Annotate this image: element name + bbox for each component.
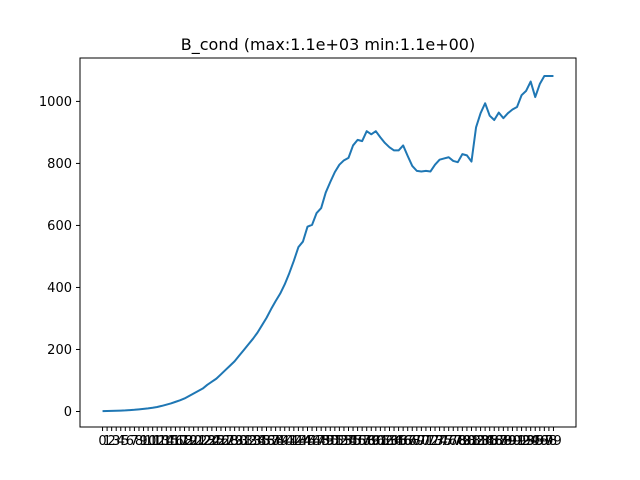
y-tick-label: 0 [64,405,72,420]
y-tick-label: 600 [47,219,72,234]
y-tick-label: 1000 [39,95,72,110]
chart-title: B_cond (max:1.1e+03 min:1.1e+00) [181,35,475,55]
y-tick-label: 400 [47,281,72,296]
y-tick-label: 200 [47,343,72,358]
y-tick-label: 800 [47,157,72,172]
x-tick-label: 99 [545,434,562,449]
